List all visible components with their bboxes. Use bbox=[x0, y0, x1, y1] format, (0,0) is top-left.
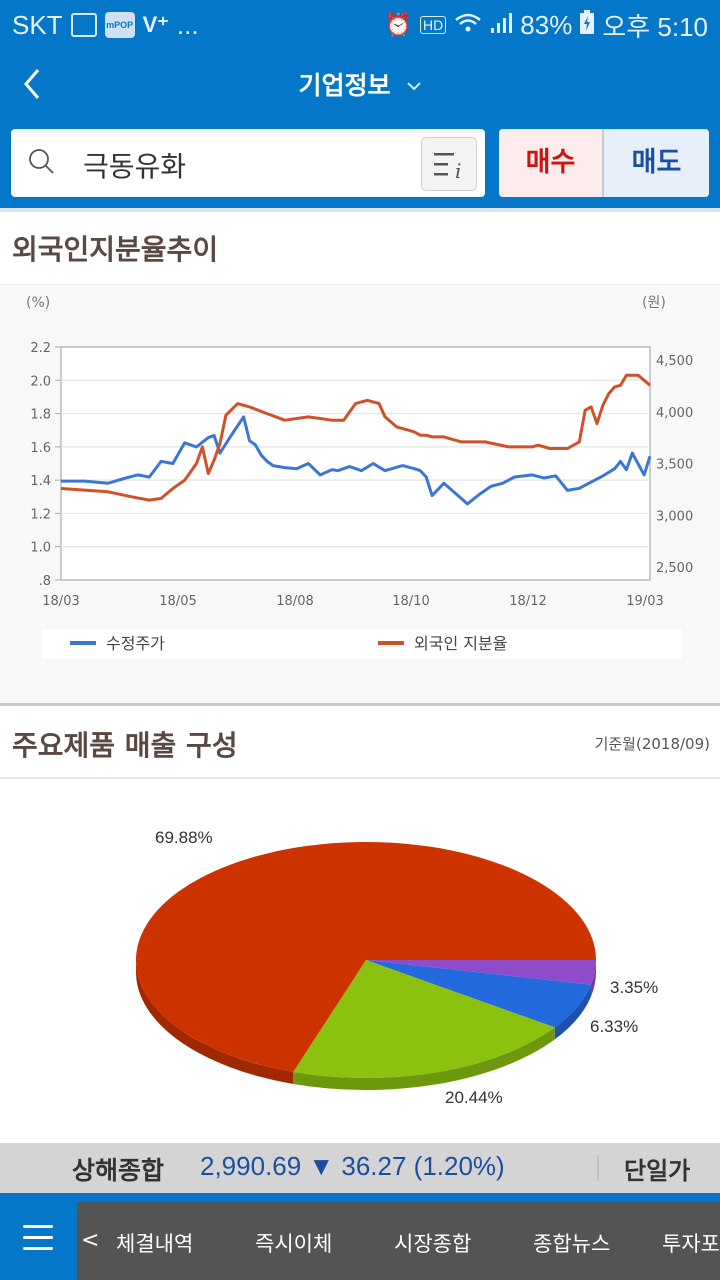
svg-text:i: i bbox=[455, 159, 461, 183]
svg-text:2,500: 2,500 bbox=[656, 561, 693, 576]
section-divider bbox=[0, 777, 720, 779]
page-title-dropdown[interactable]: 기업정보 bbox=[0, 66, 720, 102]
battery-charging-icon bbox=[580, 9, 595, 41]
foreign-ownership-line-chart: 2.2 2.0 1.8 1.6 1.4 1.2 1.0 .8 4,500 4,000 3,500 3… bbox=[26, 295, 693, 659]
chevron-left-icon bbox=[24, 69, 40, 99]
base-date-label: 기준월(2018/09) bbox=[594, 735, 710, 753]
wifi-icon bbox=[454, 10, 482, 41]
trade-buttons: 매수 매도 bbox=[499, 129, 709, 197]
signal-icon bbox=[490, 10, 513, 41]
header-divider bbox=[0, 208, 720, 212]
svg-text:18/03: 18/03 bbox=[42, 594, 79, 609]
chevron-down-icon bbox=[400, 76, 421, 95]
hamburger-menu-button[interactable] bbox=[0, 1193, 77, 1280]
sell-button[interactable]: 매도 bbox=[604, 129, 709, 197]
back-button[interactable] bbox=[20, 64, 60, 104]
product-sales-pie-chart: 69.88% 20.44% 6.33% 3.35% bbox=[135, 828, 658, 1107]
hamburger-menu-icon bbox=[23, 1225, 53, 1228]
search-value: 극동유화 bbox=[83, 150, 187, 183]
search-icon bbox=[29, 149, 54, 174]
carrier-label: SKT bbox=[12, 9, 63, 40]
page-title: 기업정보 bbox=[298, 71, 391, 100]
hamburger-menu-icon-bar bbox=[23, 1236, 53, 1239]
alarm-icon: ⏰ bbox=[384, 12, 413, 37]
stock-search-input[interactable]: 극동유화 i bbox=[11, 129, 485, 197]
pie-slice bbox=[293, 960, 555, 1078]
pie-slice bbox=[366, 960, 596, 985]
svg-text:3,500: 3,500 bbox=[656, 458, 693, 473]
svg-text:18/08: 18/08 bbox=[276, 594, 313, 609]
svg-text:2.0: 2.0 bbox=[30, 374, 51, 389]
section-divider bbox=[0, 703, 720, 706]
pie-slice bbox=[366, 960, 591, 1028]
svg-text:18/12: 18/12 bbox=[509, 594, 546, 609]
stock-info-list-button[interactable]: i bbox=[421, 137, 477, 191]
svg-text:3,000: 3,000 bbox=[656, 509, 693, 524]
hd-voice-icon: HD bbox=[420, 16, 447, 34]
svg-text:20.44%: 20.44% bbox=[445, 1088, 503, 1107]
svg-text:2.2: 2.2 bbox=[30, 341, 51, 356]
stock-info-list-icon: i bbox=[434, 153, 461, 183]
nav-item-instant-transfer[interactable]: 즉시이체 bbox=[255, 1232, 333, 1256]
index-name: 상해종합 bbox=[72, 1156, 165, 1185]
volte-icon: V⁺ bbox=[142, 12, 169, 37]
svg-text:18/05: 18/05 bbox=[159, 594, 196, 609]
svg-text:4,500: 4,500 bbox=[656, 354, 693, 369]
svg-text:(원): (원) bbox=[642, 295, 666, 311]
app-header: 기업정보 극동유화 i 매수 매도 bbox=[0, 50, 720, 208]
series-line bbox=[61, 415, 652, 506]
more-icon: ... bbox=[176, 9, 199, 40]
svg-text:외국인 지분율: 외국인 지분율 bbox=[414, 634, 507, 653]
svg-text:.8: .8 bbox=[39, 574, 51, 589]
nav-item-news[interactable]: 종합뉴스 bbox=[533, 1232, 611, 1256]
series-line bbox=[60, 373, 651, 502]
svg-text:19/03: 19/03 bbox=[626, 594, 663, 609]
svg-text:1.0: 1.0 bbox=[30, 541, 51, 556]
svg-text:(%): (%) bbox=[26, 295, 50, 311]
pie-slice bbox=[135, 842, 596, 1072]
hamburger-menu-icon-bar bbox=[23, 1247, 53, 1250]
mpop-icon: mPOP bbox=[104, 12, 135, 38]
svg-text:1.8: 1.8 bbox=[30, 408, 51, 423]
gallery-icon bbox=[70, 13, 97, 37]
buy-button[interactable]: 매수 bbox=[499, 129, 604, 197]
svg-text:3.35%: 3.35% bbox=[610, 978, 658, 997]
nav-item-market-summary[interactable]: 시장종합 bbox=[394, 1232, 472, 1256]
single-price-button[interactable]: 단일가 bbox=[624, 1157, 691, 1185]
section-title-product-sales: 주요제품 매출 구성 bbox=[12, 729, 238, 762]
nav-item-execution-history[interactable]: 체결내역 bbox=[116, 1232, 194, 1256]
svg-text:수정주가: 수정주가 bbox=[106, 634, 165, 653]
svg-text:6.33%: 6.33% bbox=[590, 1017, 638, 1036]
svg-text:4,000: 4,000 bbox=[656, 406, 693, 421]
svg-text:18/10: 18/10 bbox=[392, 594, 429, 609]
section-title-foreign-ownership: 외국인지분율추이 bbox=[12, 233, 219, 266]
svg-text:1.4: 1.4 bbox=[30, 474, 51, 489]
nav-item-investment[interactable]: 투자포 bbox=[662, 1232, 720, 1256]
clock-time: 오후 5:10 bbox=[602, 11, 708, 42]
svg-text:1.6: 1.6 bbox=[30, 441, 51, 456]
bottom-quick-menu: < 체결내역 즉시이체 시장종합 종합뉴스 투자포 bbox=[0, 1193, 720, 1280]
nav-scroll-left-button[interactable]: < bbox=[81, 1228, 100, 1253]
ticker-separator bbox=[597, 1155, 599, 1181]
svg-text:1.2: 1.2 bbox=[30, 507, 51, 522]
svg-text:69.88%: 69.88% bbox=[155, 828, 213, 847]
market-index-ticker[interactable]: 상해종합 2,990.69 ▼ 36.27 (1.20%) 단일가 bbox=[0, 1143, 720, 1193]
index-value: 2,990.69 ▼ 36.27 (1.20%) bbox=[200, 1151, 505, 1181]
status-bar: SKT mPOP V⁺ ... ⏰ HD 83% 오후 5:10 bbox=[0, 0, 720, 50]
battery-percent: 83% bbox=[520, 9, 573, 40]
